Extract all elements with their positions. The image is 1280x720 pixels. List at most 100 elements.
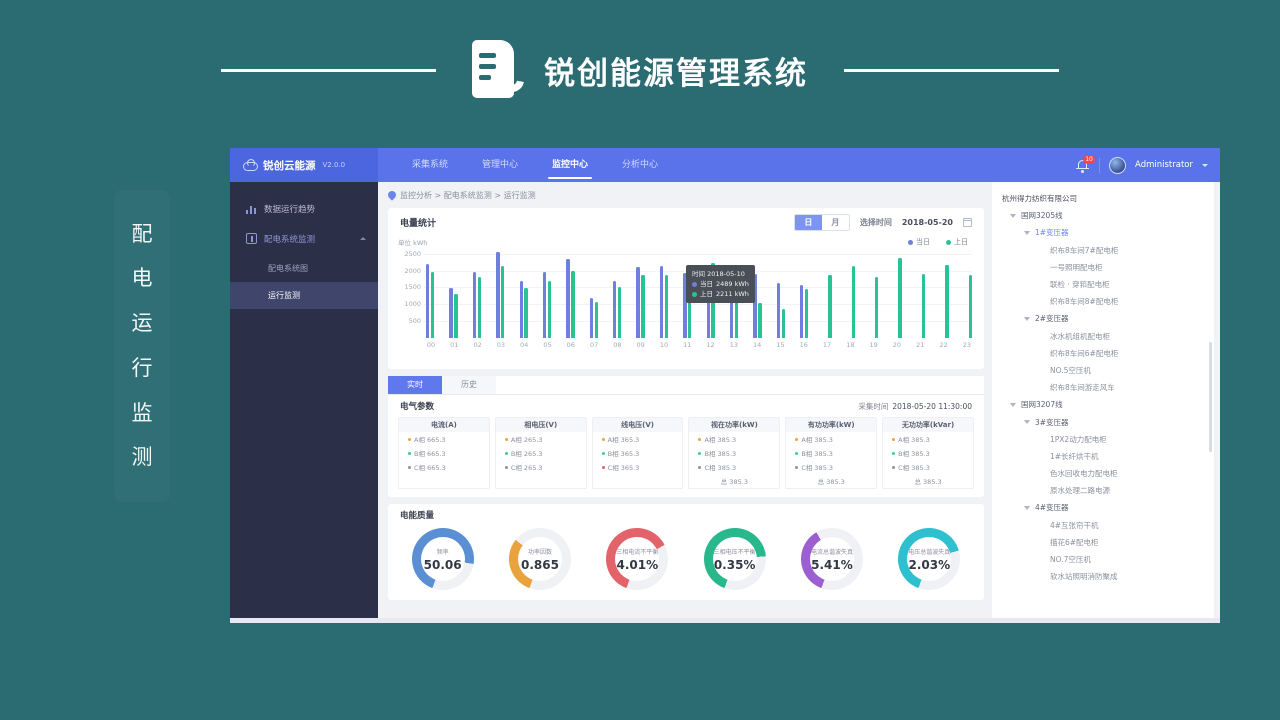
legend-item-current[interactable]: 当日: [908, 237, 930, 247]
time-picker-value[interactable]: 2018-05-20: [901, 217, 953, 227]
bar-group[interactable]: [426, 247, 435, 338]
sidebar-item-label: 配电系统监测: [264, 234, 316, 245]
tree-node[interactable]: 织布8车间6#配电柜: [992, 345, 1214, 362]
avatar[interactable]: [1109, 156, 1127, 174]
nav-tab-collection[interactable]: 采集系统: [412, 160, 449, 170]
tree-node[interactable]: 冰水机组机配电柜: [992, 328, 1214, 345]
sidebar-item-runtime-monitor[interactable]: 运行监测: [230, 282, 378, 309]
gauge-label: 电流总谐波失真: [810, 548, 853, 556]
horizontal-scrollbar[interactable]: [230, 618, 1220, 623]
tree-node[interactable]: 4#互张帘干机: [992, 517, 1214, 534]
gauge-center: 功率因数 0.865: [517, 537, 562, 581]
bar-group[interactable]: [870, 247, 879, 338]
bar-group[interactable]: [659, 247, 669, 338]
tree-node[interactable]: NO.7空压机: [992, 551, 1214, 568]
bar-group[interactable]: [847, 247, 856, 338]
bar-group[interactable]: [964, 247, 972, 338]
tree-scrollbar[interactable]: [1209, 342, 1212, 452]
chevron-down-icon[interactable]: [1024, 316, 1030, 321]
tree-node[interactable]: 1#变压器: [992, 224, 1214, 241]
caption-char: 运: [131, 311, 153, 336]
chevron-down-icon[interactable]: [1024, 420, 1030, 425]
parameter-row: C相 665.3: [399, 460, 489, 474]
legend-item-previous[interactable]: 上日: [946, 237, 968, 247]
bar-group[interactable]: [823, 247, 832, 338]
bar-group[interactable]: [449, 247, 458, 338]
bar-group[interactable]: [496, 247, 505, 338]
tree-node[interactable]: 1#长纤烘干机: [992, 448, 1214, 465]
tree-node[interactable]: 描花6#配电柜: [992, 534, 1214, 551]
tree-node[interactable]: 一号照明配电柜: [992, 259, 1214, 276]
bar-group[interactable]: [917, 247, 926, 338]
y-axis-tick: 1000: [404, 300, 421, 309]
bar-group[interactable]: [753, 247, 762, 338]
x-axis-tick: 16: [799, 341, 808, 349]
nav-tab-management[interactable]: 管理中心: [482, 160, 519, 170]
bar-group[interactable]: [542, 247, 552, 338]
tree-node[interactable]: 2#变压器: [992, 310, 1214, 327]
notification-bell-icon[interactable]: 10: [1075, 154, 1096, 173]
bar-group[interactable]: [636, 247, 645, 338]
chart-tooltip: 时间 2018-05-10 当日 2489 kWh: [686, 265, 755, 304]
tree-node[interactable]: 织布8车间7#配电柜: [992, 242, 1214, 259]
calendar-icon[interactable]: [962, 217, 973, 227]
tree-node-label: 1PX2动力配电柜: [1050, 434, 1107, 444]
gauge-value: 50.06: [423, 557, 462, 572]
bar-group[interactable]: [613, 247, 622, 338]
chevron-down-icon[interactable]: [1024, 505, 1030, 510]
nav-tab-analysis[interactable]: 分析中心: [622, 160, 659, 170]
bar-group[interactable]: [589, 247, 598, 338]
y-axis-tick: 2000: [404, 266, 421, 275]
gauge-value: 0.865: [521, 557, 559, 572]
tree-node[interactable]: 1PX2动力配电柜: [992, 431, 1214, 448]
phase-dot: [892, 437, 896, 441]
range-option-month[interactable]: 月: [821, 214, 849, 230]
gauge-label: 功率因数: [527, 548, 552, 556]
tree-node[interactable]: 国网3207线: [992, 396, 1214, 413]
bar-group[interactable]: [940, 247, 949, 338]
gauge-center: 三相电压不平衡 0.35%: [712, 537, 757, 581]
tree-node[interactable]: 织布8车间8#配电柜: [992, 293, 1214, 310]
bar-group[interactable]: [683, 247, 692, 338]
nav-tab-monitoring[interactable]: 监控中心: [548, 148, 593, 182]
app-screenshot: 锐创云能源 V2.0.0 采集系统 管理中心 监控中心 分析中心 10 Admi…: [230, 148, 1220, 623]
tree-node[interactable]: 3#变压器: [992, 413, 1214, 430]
chevron-down-icon[interactable]: [1024, 230, 1030, 235]
bar-group[interactable]: [894, 247, 902, 338]
bar-group[interactable]: [472, 247, 482, 338]
tree-node-label: 织布8车间7#配电柜: [1050, 245, 1119, 255]
bar-group[interactable]: [519, 247, 528, 338]
username-label: Administrator: [1135, 160, 1193, 170]
bar-group[interactable]: [800, 247, 809, 338]
brand-area[interactable]: 锐创云能源 V2.0.0: [230, 148, 378, 182]
tree-node-label: 联检 · 穿筘配电柜: [1050, 280, 1110, 290]
gauge-center: 电压总谐波失真 2.03%: [907, 537, 952, 581]
bar-previous-day: [641, 275, 645, 338]
tree-node[interactable]: 4#变压器: [992, 499, 1214, 516]
tree-node[interactable]: 原水处理二路电源: [992, 482, 1214, 499]
bar-group[interactable]: [566, 247, 575, 338]
chevron-down-icon[interactable]: [1010, 213, 1016, 218]
tree-node[interactable]: 国网3205线: [992, 207, 1214, 224]
sidebar-item-diagram[interactable]: 配电系统图: [230, 255, 378, 282]
tab-realtime[interactable]: 实时: [388, 376, 442, 394]
tree-node[interactable]: 杭州得力纺织有限公司: [992, 190, 1214, 207]
sidebar-item-trend[interactable]: 数据运行趋势: [230, 195, 378, 222]
parameter-row: B相 265.3: [496, 446, 586, 460]
bar-group[interactable]: [776, 247, 785, 338]
bar-previous-day: [851, 266, 856, 338]
tree-node[interactable]: NO.5空压机: [992, 362, 1214, 379]
tab-history[interactable]: 历史: [442, 376, 496, 394]
chevron-down-icon[interactable]: [1202, 163, 1208, 167]
sidebar-item-distribution[interactable]: 配电系统监测: [230, 225, 378, 252]
y-axis-tick: 500: [408, 317, 421, 326]
bar-current-day: [589, 297, 594, 338]
brand-version: V2.0.0: [322, 161, 346, 169]
tree-node[interactable]: 色水回收电力配电柜: [992, 465, 1214, 482]
range-option-day[interactable]: 日: [794, 214, 822, 230]
tree-node[interactable]: 织布8车间游走风车: [992, 379, 1214, 396]
chevron-down-icon[interactable]: [1010, 402, 1016, 407]
tooltip-dot: [692, 281, 697, 287]
tree-node[interactable]: 软水站照明消防聚成: [992, 568, 1214, 585]
tree-node[interactable]: 联检 · 穿筘配电柜: [992, 276, 1214, 293]
